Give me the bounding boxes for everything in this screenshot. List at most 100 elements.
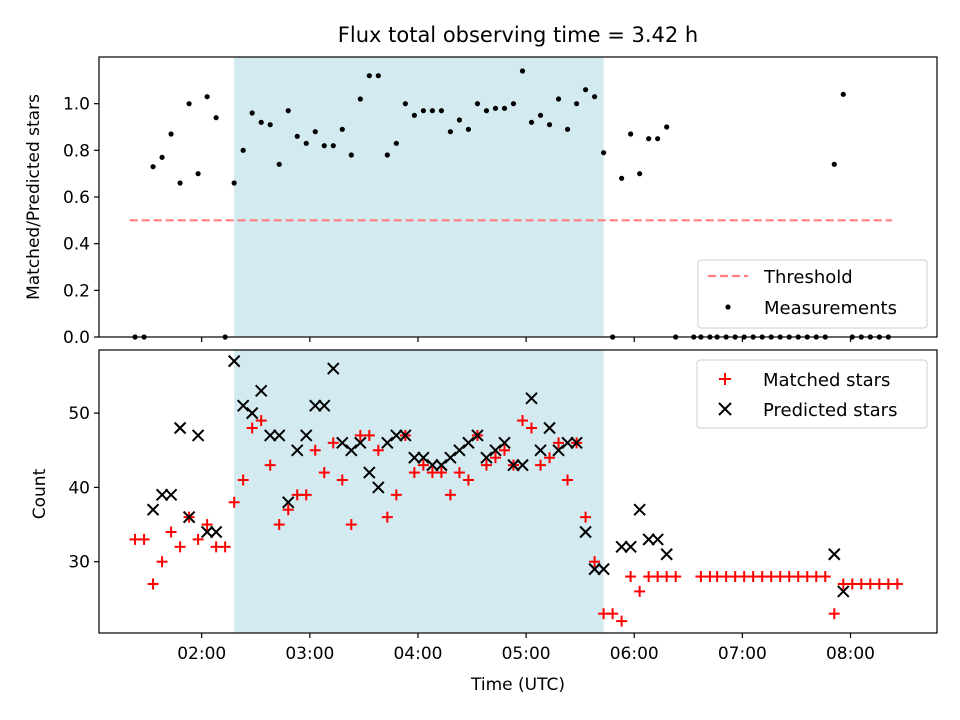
predicted-star-point: [543, 421, 556, 435]
matched-star-point: [156, 556, 168, 568]
predicted-star-point: [236, 399, 250, 412]
x-tick-label: 06:00: [610, 644, 659, 664]
top-shaded-region: [234, 57, 604, 337]
matched-star-point: [309, 444, 321, 456]
matched-star-point: [819, 571, 831, 583]
predicted-star-point: [471, 429, 484, 442]
matched-star-point: [462, 474, 474, 486]
measurement-point: [601, 150, 607, 156]
matched-star-point: [544, 452, 556, 464]
predicted-star-point: [525, 392, 538, 405]
matched-star-point: [219, 541, 231, 553]
predicted-star-point: [245, 406, 259, 420]
measurement-point: [465, 126, 472, 132]
measurement-point: [438, 108, 445, 114]
measurement-point: [213, 115, 219, 121]
matched-star-point: [526, 422, 538, 434]
measurement-point: [285, 108, 291, 114]
predicted-star-point: [444, 451, 457, 464]
measurement-point: [519, 68, 526, 74]
predicted-star-point: [291, 444, 304, 457]
measurement-point: [591, 94, 598, 100]
measurement-point: [312, 129, 318, 135]
matched-star-point: [327, 437, 339, 449]
measurement-point: [528, 119, 535, 125]
measurement-point: [294, 133, 300, 139]
measurement-point: [474, 101, 481, 107]
matched-star-point: [147, 578, 159, 590]
predicted-star-point: [489, 444, 502, 457]
top-y-ticks: 0.0 0.2 0.4 0.6 0.8 1.0: [63, 95, 99, 348]
predicted-star-point: [588, 562, 601, 576]
predicted-star-point: [399, 429, 412, 442]
measurement-point: [402, 101, 408, 107]
measurement-point: [393, 140, 399, 146]
measurement-point: [420, 108, 426, 114]
predicted-star-point: [597, 562, 610, 576]
matched-star-point: [138, 533, 150, 545]
measurement-point: [267, 122, 273, 128]
matched-star-point: [453, 467, 465, 479]
x-tick-label: 07:00: [718, 644, 767, 664]
legend-matched-swatch: [719, 373, 731, 385]
matched-star-point: [562, 474, 574, 486]
matched-star-point: [589, 556, 601, 568]
predicted-star-point: [155, 488, 169, 502]
matched-star-point: [318, 467, 330, 479]
predicted-star-point: [417, 451, 430, 464]
top-y-tick-label: 0.4: [63, 235, 90, 255]
measurement-point: [330, 143, 336, 149]
matched-star-point: [408, 467, 420, 479]
predicted-star-point: [615, 540, 628, 554]
predicted-star-point: [363, 466, 376, 479]
top-y-tick-label: 0.0: [63, 328, 90, 348]
measurement-point: [573, 101, 580, 107]
matched-star-point: [300, 489, 312, 501]
measurement-point: [501, 105, 508, 111]
predicted-star-point: [651, 533, 664, 546]
legend-predicted-swatch: [718, 402, 732, 416]
measurement-point: [564, 126, 571, 132]
matched-star-point: [381, 511, 393, 523]
matched-star-point: [670, 571, 682, 583]
measurement-point: [619, 175, 625, 181]
predicted-star-point: [516, 458, 529, 472]
matched-star-point: [345, 519, 357, 531]
measurement-point: [276, 161, 282, 167]
predicted-star-point: [480, 451, 493, 464]
predicted-star-point: [345, 444, 358, 457]
predicted-star-point: [624, 540, 637, 554]
predicted-star-point: [579, 525, 592, 539]
measurement-point: [168, 131, 174, 137]
measurement-point: [366, 73, 372, 79]
bottom-x-ticks: 02:00 03:00 04:00 05:00 06:00 07:00 08:00: [177, 633, 875, 664]
matched-star-point: [625, 571, 637, 583]
predicted-star-point: [453, 444, 466, 457]
matched-star-point: [435, 467, 447, 479]
predicted-star-point: [828, 548, 841, 561]
matched-star-point: [634, 585, 646, 597]
measurement-point: [258, 119, 264, 125]
predicted-star-point: [282, 496, 295, 509]
top-panel: 0.0 0.2 0.4 0.6 0.8 1.0 Matched/Predicted sta…: [24, 56, 938, 348]
predicted-star-point: [263, 429, 277, 442]
matched-star-point: [174, 541, 186, 553]
predicted-star-point: [561, 436, 574, 450]
measurement-point: [655, 136, 661, 142]
predicted-star-point: [381, 436, 394, 450]
predicted-star-point: [570, 436, 583, 450]
top-y-tick-label: 1.0: [63, 95, 90, 115]
measurement-point: [186, 101, 192, 107]
predicted-star-point: [254, 384, 268, 398]
figure-title: Flux total observing time = 3.42 h: [338, 23, 698, 47]
measurement-point: [447, 129, 454, 135]
matched-star-point: [192, 533, 204, 545]
x-tick-label: 03:00: [285, 644, 334, 664]
measurement-point: [456, 117, 463, 123]
legend-measurements-swatch: [725, 304, 731, 310]
top-y-tick-label: 0.8: [63, 141, 90, 161]
matched-star-point: [228, 496, 240, 508]
predicted-star-point: [227, 354, 241, 368]
measurement-point: [240, 147, 246, 153]
matched-star-point: [480, 459, 492, 471]
